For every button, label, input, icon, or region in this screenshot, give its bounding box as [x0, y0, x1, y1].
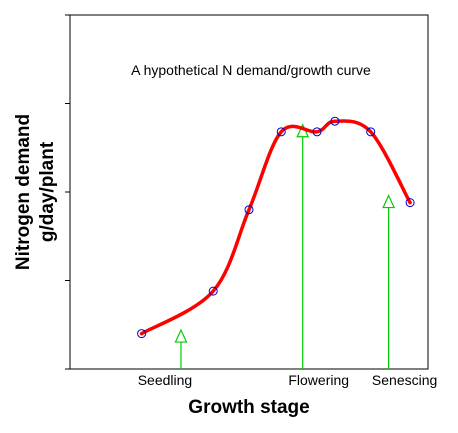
- data-point: [330, 116, 340, 126]
- x-axis-label: Growth stage: [188, 397, 309, 418]
- y-axis-label-line-2: g/day/plant: [37, 141, 58, 242]
- chart-title: A hypothetical N demand/growth curve: [131, 62, 371, 78]
- stage-label: Seedling: [138, 372, 193, 388]
- demand-curve: [139, 119, 412, 336]
- data-point: [405, 198, 415, 208]
- stage-label: Senescing: [372, 372, 437, 388]
- data-point: [366, 127, 376, 137]
- data-point: [312, 127, 322, 137]
- demand-curve-group: [139, 119, 412, 336]
- stage-arrow-head: [174, 328, 188, 343]
- y-axis-ticks: [65, 14, 70, 370]
- stage-labels: Seedling Flowering Senescing: [138, 372, 438, 388]
- data-point: [276, 127, 286, 137]
- data-point: [244, 205, 254, 215]
- stage-arrow-head: [382, 194, 396, 209]
- data-point: [137, 329, 147, 339]
- data-point: [208, 286, 218, 296]
- stage-arrows: [174, 123, 396, 369]
- y-axis-label-line-1: Nitrogen demand: [13, 114, 34, 270]
- y-axis-label: Nitrogen demand g/day/plant: [13, 114, 58, 270]
- data-markers: [137, 116, 415, 339]
- stage-label: Flowering: [288, 372, 349, 388]
